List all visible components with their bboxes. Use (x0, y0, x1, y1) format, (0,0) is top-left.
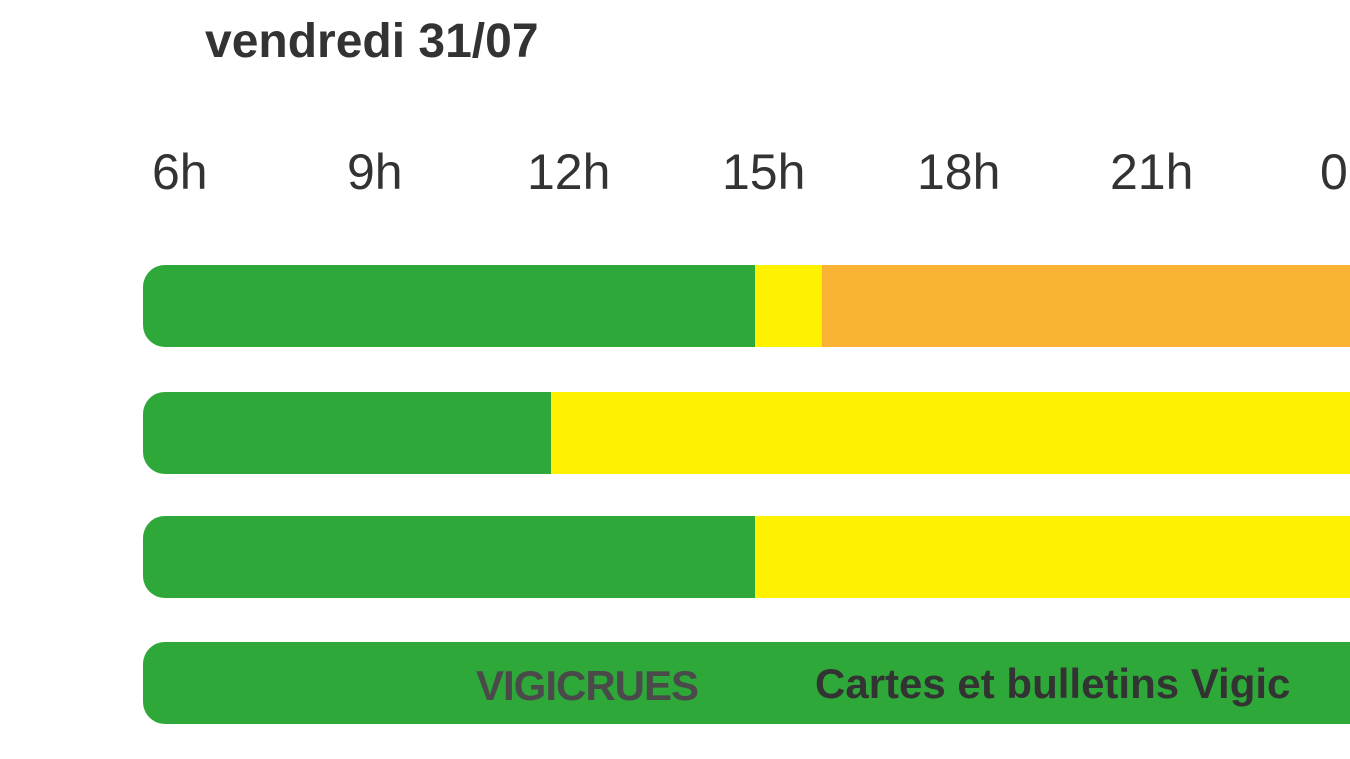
hour-label: 15h (722, 144, 806, 200)
green-segment (143, 265, 755, 347)
hour-label: 0 (1320, 144, 1348, 200)
yellow-segment (551, 392, 1350, 474)
green-segment (143, 392, 551, 474)
vigilance-row (143, 265, 1350, 347)
green-segment (143, 516, 755, 598)
orange-segment (822, 265, 1350, 347)
hour-label: 21h (1110, 144, 1194, 200)
day-title: vendredi 31/07 (205, 15, 539, 68)
vigicrues-link[interactable]: Cartes et bulletins Vigic (815, 660, 1291, 707)
vigicrues-row[interactable]: VIGICRUES Cartes et bulletins Vigic (143, 642, 1350, 724)
vigilance-row (143, 516, 1350, 598)
hour-label: 18h (917, 144, 1001, 200)
vigicrues-logo: VIGICRUES (476, 662, 699, 709)
hour-label: 9h (347, 144, 403, 200)
hour-label: 12h (527, 144, 611, 200)
vigilance-row (143, 392, 1350, 474)
yellow-segment (755, 516, 1350, 598)
hour-label: 6h (152, 144, 208, 200)
yellow-segment (755, 265, 822, 347)
